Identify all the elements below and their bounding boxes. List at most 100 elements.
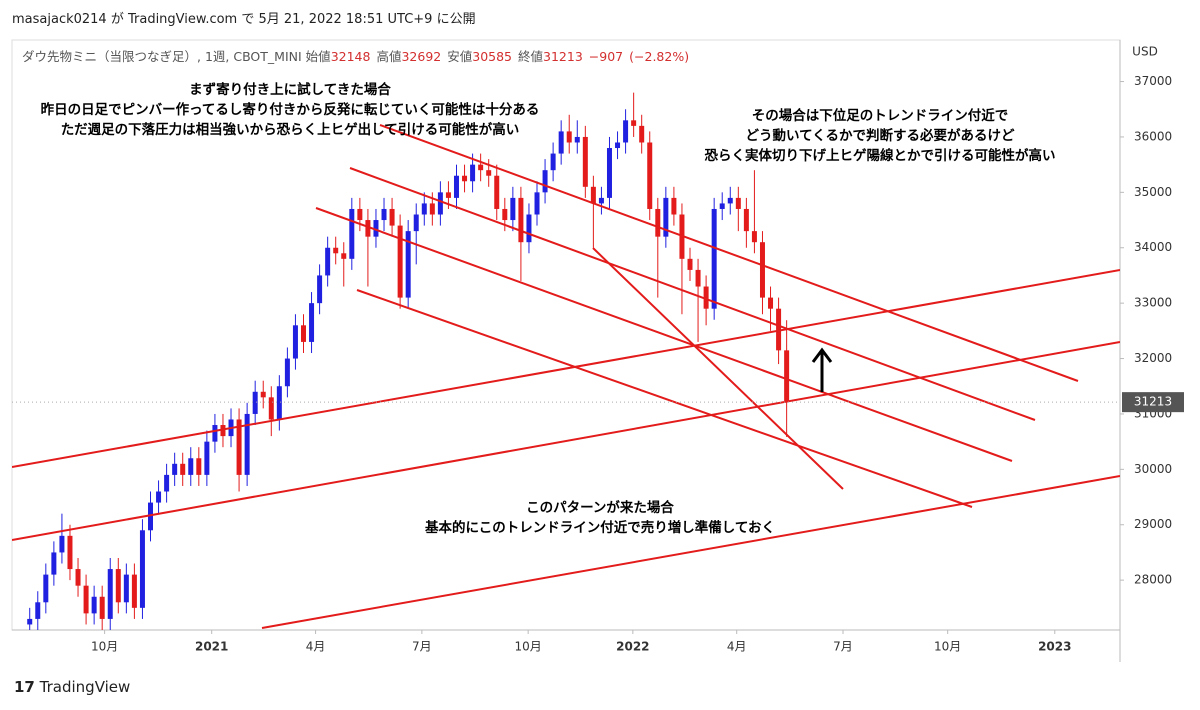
logo-text: TradingView <box>39 678 131 696</box>
arrow-head <box>811 347 833 363</box>
y-tick-label: 28000 <box>1134 573 1172 587</box>
candle-body <box>534 192 540 215</box>
ohlc-value: 32692 <box>401 49 442 64</box>
logo-mark: 17 <box>14 678 35 696</box>
x-tick-label: 2022 <box>616 640 649 654</box>
currency-label: USD <box>1132 45 1158 59</box>
candle-body <box>349 208 355 259</box>
candle-body <box>518 197 524 243</box>
symbol-title: ダウ先物ミニ（当限つなぎ足）, 1週, CBOT_MINI <box>22 49 302 64</box>
trend-line <box>12 269 1120 468</box>
y-tick-label: 33000 <box>1134 296 1172 310</box>
candle-body <box>204 441 210 475</box>
y-tick-label: 32000 <box>1134 351 1172 365</box>
candle-body <box>405 231 411 298</box>
candle-body <box>768 297 774 309</box>
candle-body <box>502 208 508 221</box>
x-tick-label: 10月 <box>934 640 961 654</box>
trend-line <box>315 207 1013 462</box>
trend-line <box>261 475 1120 629</box>
candle-body <box>156 491 162 503</box>
candle-body <box>598 197 604 204</box>
x-tick-label: 2021 <box>195 640 228 654</box>
candle-body <box>743 208 749 232</box>
annotation-text: 基本的にこのトレンドライン付近で売り増し準備しておく <box>425 519 775 536</box>
candle-body <box>623 120 629 143</box>
annotation-text: 昨日の日足でピンバー作ってるし寄り付きから反発に転じていく可能性は十分ある <box>41 101 540 118</box>
candle-body <box>687 258 693 270</box>
candle-body <box>292 325 298 359</box>
candle-body <box>172 463 178 475</box>
candle-body <box>606 148 612 198</box>
x-tick-label: 2023 <box>1038 640 1071 654</box>
candle-body <box>526 214 532 243</box>
candle-body <box>196 458 202 475</box>
candle-body <box>784 350 790 403</box>
candle-body <box>83 585 89 614</box>
candle-body <box>719 203 725 209</box>
candle-body <box>389 208 395 226</box>
change-percent: (−2.82%) <box>629 49 690 64</box>
candle-body <box>615 142 621 149</box>
candle-body <box>776 308 782 351</box>
candle-body <box>727 197 733 204</box>
candle-body <box>341 253 347 259</box>
candle-body <box>453 175 459 198</box>
candle-body <box>470 164 476 182</box>
candle-body <box>67 535 73 570</box>
candle-body <box>51 552 57 575</box>
trend-line <box>12 341 1120 541</box>
candle-body <box>260 391 266 398</box>
ohlc-label: 始値 <box>305 49 331 64</box>
candle-body <box>59 535 65 553</box>
candle-body <box>333 247 339 254</box>
candle-body <box>300 325 306 342</box>
candle-body <box>75 569 81 586</box>
candle-body <box>671 197 677 215</box>
candle-body <box>445 192 451 198</box>
candle-body <box>35 602 41 619</box>
candle-body <box>381 208 387 221</box>
candle-body <box>212 425 218 442</box>
y-tick-label: 29000 <box>1134 517 1172 531</box>
candle-body <box>91 596 97 614</box>
x-tick-label: 10月 <box>515 640 542 654</box>
y-tick-label: 37000 <box>1134 74 1172 88</box>
change: −907 <box>588 49 624 64</box>
candle-body <box>27 618 33 625</box>
arrow <box>811 347 833 392</box>
candle-body <box>252 391 258 414</box>
candle-body <box>413 214 419 232</box>
candle-body <box>566 131 572 143</box>
trend-lines <box>12 124 1120 629</box>
candle-body <box>43 574 49 603</box>
candle-body <box>139 530 145 608</box>
annotation-text: その場合は下位足のトレンドライン付近で <box>752 107 1009 124</box>
legend-header: ダウ先物ミニ（当限つなぎ足）, 1週, CBOT_MINI 始値32148 高値32… <box>22 46 695 65</box>
candle-body <box>550 153 556 171</box>
candle-body <box>373 220 379 237</box>
candle-body <box>751 231 757 243</box>
candle-body <box>478 164 484 171</box>
annotation-text: まず寄り付き上に試してきた場合 <box>189 81 391 98</box>
y-tick-label: 36000 <box>1134 129 1172 143</box>
x-tick-label: 7月 <box>833 640 853 654</box>
candle-body <box>325 247 331 276</box>
candle-body <box>244 413 250 475</box>
ohlc-value: 31213 <box>543 49 583 64</box>
last-price-label: 31213 <box>1134 395 1172 409</box>
candle-body <box>236 419 242 475</box>
candle-body <box>711 208 717 309</box>
last-price-box <box>1122 392 1184 413</box>
trend-line <box>349 167 1036 421</box>
candle-body <box>429 203 435 215</box>
y-tick-label: 35000 <box>1134 185 1172 199</box>
candle-body <box>107 569 113 619</box>
x-tick-label: 10月 <box>91 640 118 654</box>
candle-body <box>397 225 403 298</box>
annotation-text: このパターンが来た場合 <box>526 499 674 516</box>
candle-body <box>180 463 186 475</box>
candle-body <box>317 275 323 304</box>
